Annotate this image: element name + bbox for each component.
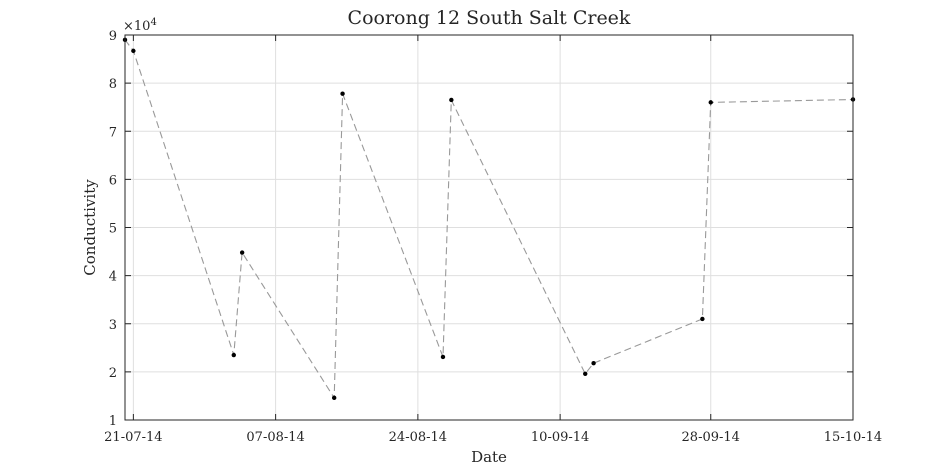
x-tick-label: 24-08-14 (389, 430, 447, 445)
y-tick-label: 7 (109, 125, 117, 140)
data-point (331, 395, 337, 401)
y-tick-label: 2 (109, 366, 117, 381)
x-tick-label: 07-08-14 (246, 430, 304, 445)
y-axis-exponent-power: 4 (150, 17, 156, 28)
data-point (440, 354, 446, 360)
data-point (700, 316, 705, 322)
data-point (708, 100, 713, 105)
data-point (591, 361, 596, 366)
y-tick-label: 4 (109, 270, 117, 285)
series-layer (122, 37, 856, 401)
y-axis-exponent-base: ×10 (123, 19, 150, 34)
y-tick-label: 1 (109, 414, 117, 429)
data-point (583, 371, 588, 376)
y-tick-label: 5 (109, 222, 117, 237)
y-tick-label: 9 (109, 29, 117, 44)
y-tick-label: 6 (109, 173, 117, 188)
y-tick-label: 3 (109, 318, 117, 333)
x-tick-label: 28-09-14 (682, 430, 740, 445)
data-point (131, 48, 136, 54)
axis-ticks: 21-07-14 07-08-14 24-08-14 10-09-14 28-09-14… (104, 29, 882, 445)
x-axis-label: Date (471, 448, 507, 466)
y-axis-label: Conductivity (81, 179, 99, 276)
data-point (449, 97, 454, 103)
grid-lines (125, 34, 854, 421)
data-point (239, 250, 245, 255)
x-tick-label: 10-09-14 (531, 430, 589, 445)
data-point (231, 352, 236, 358)
data-point (340, 91, 345, 96)
x-tick-label: 15-10-14 (824, 430, 882, 445)
y-axis-exponent: ×104 (123, 17, 157, 34)
chart-title: Coorong 12 South Salt Creek (348, 7, 631, 29)
x-tick-label: 21-07-14 (104, 430, 162, 445)
y-tick-label: 8 (109, 77, 117, 92)
series-line (124, 39, 854, 400)
